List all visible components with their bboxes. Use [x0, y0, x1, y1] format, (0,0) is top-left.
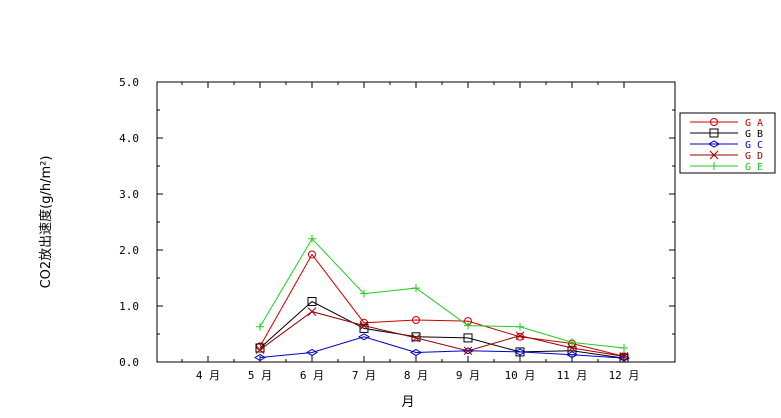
series-line [259, 336, 625, 359]
x-axis-ticks: 4 月 5 月 6 月 7 月 8 月 9 月 10 月 11 月 12 月 [181, 82, 640, 382]
data-point [568, 338, 576, 347]
legend-marker [710, 162, 718, 170]
data-point [464, 321, 472, 330]
legend: G AG BG CG DG E [679, 112, 776, 174]
data-point [516, 322, 524, 331]
data-point [514, 348, 526, 356]
y-axis-title: CO2放出速度(g/h/m²) [38, 156, 54, 289]
y-tick-label: 0.0 [119, 356, 139, 369]
data-point [463, 346, 473, 356]
x-tick-label: 4 月 [196, 369, 220, 382]
data-point [308, 234, 316, 243]
legend-marker [710, 118, 718, 126]
x-tick-label: 6 月 [300, 369, 324, 382]
data-point [254, 353, 266, 362]
data-point [412, 316, 420, 324]
legend-label: G B [745, 129, 763, 140]
series-4 [256, 234, 628, 352]
series-layer [254, 234, 630, 363]
data-point [308, 250, 316, 259]
data-point [567, 343, 577, 353]
series-3 [255, 307, 629, 361]
series-line [259, 237, 625, 349]
legend-marker [709, 128, 719, 138]
data-point [410, 348, 422, 357]
x-tick-label: 8 月 [404, 369, 428, 382]
x-tick-label: 11 月 [557, 369, 588, 382]
data-point [412, 284, 420, 293]
data-point [358, 333, 370, 341]
data-point [620, 344, 628, 352]
data-point [566, 351, 578, 359]
legend-marker [709, 150, 719, 160]
data-point [255, 343, 265, 353]
data-point [307, 297, 317, 307]
data-point [411, 333, 421, 343]
y-tick-label: 4.0 [119, 132, 139, 145]
legend-marker [708, 140, 720, 148]
y-tick-label: 5.0 [119, 76, 139, 89]
legend-label: G C [745, 140, 763, 151]
series-line [259, 311, 625, 357]
y-tick-label: 3.0 [119, 188, 139, 201]
series-1 [255, 297, 629, 363]
data-point [360, 289, 368, 298]
data-point [306, 348, 318, 357]
data-point [619, 352, 629, 361]
data-point [515, 331, 525, 341]
data-point [255, 345, 265, 355]
data-point [307, 307, 317, 316]
legend-frame [679, 112, 776, 174]
data-point [256, 322, 264, 331]
x-tick-label: 12 月 [609, 369, 640, 382]
x-tick-label: 9 月 [456, 369, 480, 382]
x-tick-label: 10 月 [505, 369, 536, 382]
x-tick-label: 5 月 [248, 369, 272, 382]
x-tick-label: 7 月 [352, 369, 376, 382]
y-tick-label: 2.0 [119, 244, 139, 257]
y-axis-ticks: 0.0 1.0 2.0 3.0 4.0 5.0 [119, 76, 675, 369]
data-point [359, 321, 369, 330]
legend-label: G E [745, 162, 763, 173]
x-axis-title: 月 [401, 395, 414, 410]
legend-label: G D [745, 151, 763, 162]
data-point [463, 333, 473, 343]
data-point [359, 323, 369, 333]
y-tick-label: 1.0 [119, 300, 139, 313]
legend-label: G A [745, 118, 763, 129]
series-line [259, 300, 625, 359]
series-line [259, 253, 625, 357]
